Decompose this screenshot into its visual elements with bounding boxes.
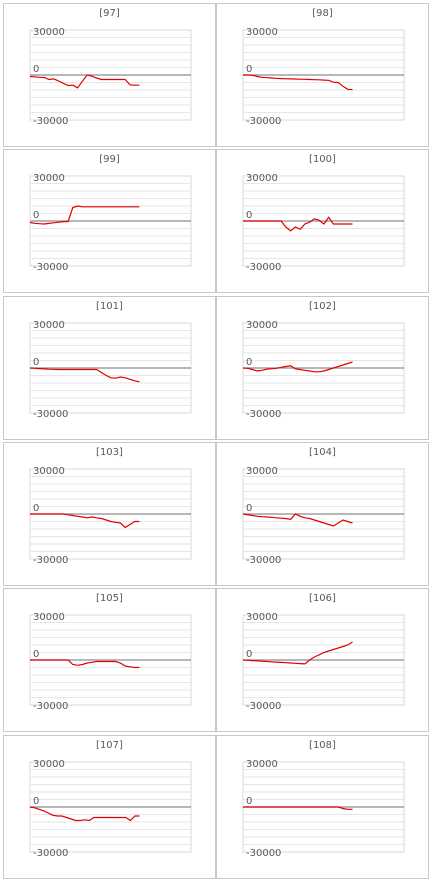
y-tick-label: 0: [33, 796, 39, 807]
y-tick-label: -30000: [246, 116, 281, 127]
y-tick-label: 30000: [33, 27, 65, 38]
chart-svg: 30000 0 -30000: [29, 320, 192, 420]
chart-title: [107]: [96, 740, 123, 751]
y-tick-label: -30000: [33, 262, 68, 273]
series-line: [243, 806, 353, 810]
y-tick-label: 0: [246, 649, 252, 660]
chart-svg: 30000 0 -30000: [242, 320, 405, 420]
chart-title: [105]: [96, 593, 123, 604]
y-tick-label: -30000: [33, 116, 68, 127]
series-line: [30, 513, 140, 529]
chart-panel: [104] 30000 0 -30000: [216, 442, 429, 586]
y-tick-label: 0: [246, 64, 252, 75]
chart-title: [100]: [309, 154, 336, 165]
chart-panel: [107] 30000 0 -30000: [3, 735, 216, 879]
chart-panel: [103] 30000 0 -30000: [3, 442, 216, 586]
chart-title: [98]: [312, 8, 333, 19]
y-tick-label: 30000: [246, 466, 278, 477]
series-line: [29, 367, 140, 383]
series-line: [242, 513, 353, 527]
chart-title: [108]: [309, 740, 336, 751]
chart-svg: 30000 0 -30000: [242, 27, 405, 127]
y-tick-label: -30000: [33, 848, 68, 859]
y-tick-label: 0: [33, 357, 39, 368]
y-tick-label: 30000: [246, 173, 278, 184]
chart-title: [102]: [309, 301, 336, 312]
chart-panel: [97] 30000 0 -30000: [3, 3, 216, 147]
chart-title: [99]: [99, 154, 120, 165]
y-tick-label: -30000: [246, 848, 281, 859]
y-tick-label: -30000: [246, 262, 281, 273]
y-tick-label: -30000: [33, 409, 68, 420]
chart-svg: 30000 0 -30000: [242, 466, 405, 566]
y-tick-label: 30000: [246, 27, 278, 38]
y-tick-label: 30000: [246, 612, 278, 623]
chart-panel: [102] 30000 0 -30000: [216, 296, 429, 440]
y-tick-label: -30000: [33, 555, 68, 566]
chart-panel: [99] 30000 0 -30000: [3, 149, 216, 293]
series-line: [242, 361, 353, 373]
y-tick-label: -30000: [246, 701, 281, 712]
y-tick-label: 0: [246, 357, 252, 368]
y-tick-label: 0: [33, 64, 39, 75]
y-tick-label: -30000: [246, 555, 281, 566]
series-line: [29, 74, 140, 89]
y-tick-label: 0: [33, 503, 39, 514]
y-tick-label: 0: [246, 210, 252, 221]
y-tick-label: 30000: [33, 612, 65, 623]
series-line: [243, 216, 353, 232]
series-line: [242, 641, 353, 665]
chart-title: [104]: [309, 447, 336, 458]
chart-title: [97]: [99, 8, 120, 19]
chart-svg: 30000 0 -30000: [242, 612, 405, 712]
chart-panel: [101] 30000 0 -30000: [3, 296, 216, 440]
chart-panel: [98] 30000 0 -30000: [216, 3, 429, 147]
y-tick-label: 30000: [33, 466, 65, 477]
chart-svg: 30000 0 -30000: [29, 759, 192, 859]
chart-svg: 30000 0 -30000: [29, 27, 192, 127]
chart-panel: [106] 30000 0 -30000: [216, 588, 429, 732]
y-tick-label: 30000: [246, 759, 278, 770]
chart-panel: [105] 30000 0 -30000: [3, 588, 216, 732]
chart-svg: 30000 0 -30000: [242, 759, 405, 859]
y-tick-label: 30000: [33, 320, 65, 331]
y-tick-label: 30000: [33, 759, 65, 770]
chart-svg: 30000 0 -30000: [29, 612, 192, 712]
y-tick-label: 30000: [246, 320, 278, 331]
series-line: [29, 205, 140, 225]
series-line: [30, 659, 140, 669]
y-tick-label: 0: [33, 210, 39, 221]
y-tick-label: 30000: [33, 173, 65, 184]
series-line: [243, 74, 353, 91]
chart-svg: 30000 0 -30000: [29, 173, 192, 273]
y-tick-label: 0: [246, 796, 252, 807]
y-tick-label: -30000: [246, 409, 281, 420]
y-tick-label: 0: [33, 649, 39, 660]
chart-panel: [100] 30000 0 -30000: [216, 149, 429, 293]
series-line: [29, 806, 140, 822]
y-tick-label: 0: [246, 503, 252, 514]
y-tick-label: -30000: [33, 701, 68, 712]
chart-svg: 30000 0 -30000: [29, 466, 192, 566]
chart-panel: [108] 30000 0 -30000: [216, 735, 429, 879]
chart-title: [103]: [96, 447, 123, 458]
chart-title: [106]: [309, 593, 336, 604]
chart-title: [101]: [96, 301, 123, 312]
chart-svg: 30000 0 -30000: [242, 173, 405, 273]
